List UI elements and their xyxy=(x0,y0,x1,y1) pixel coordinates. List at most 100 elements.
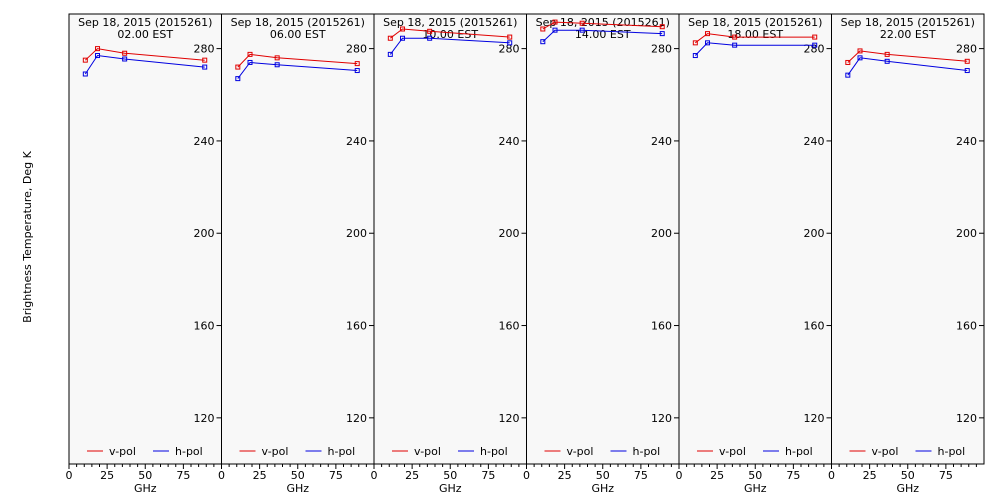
y-tick-label: 200 xyxy=(346,227,367,240)
y-tick-label: 240 xyxy=(346,135,367,148)
h-pol-line xyxy=(237,61,358,79)
h-pol-point xyxy=(507,40,513,46)
y-tick-label: 240 xyxy=(499,135,520,148)
h-pol-point xyxy=(82,71,88,77)
plot-frame xyxy=(526,13,680,465)
v-pol-line xyxy=(389,28,510,39)
panels-group: 120 160 200 240 280 0 25 50 75 GHz Sep 18, 2015 (2… xyxy=(66,13,985,495)
h-pol-point xyxy=(247,59,253,65)
h-pol-point xyxy=(400,35,406,41)
h-pol-line xyxy=(694,42,815,56)
legend-v-pol-label: v-pol xyxy=(719,445,746,458)
x-axis-label: GHz xyxy=(896,482,919,495)
legend-v-pol-label: v-pol xyxy=(109,445,136,458)
y-tick-label: 160 xyxy=(499,320,520,333)
y-tick-label: 200 xyxy=(804,227,825,240)
y-tick-label: 280 xyxy=(804,43,825,56)
x-tick-label: 25 xyxy=(558,469,572,482)
legend-v-pol-label: v-pol xyxy=(414,445,441,458)
panel-subtitle: 18.00 EST xyxy=(727,28,783,41)
h-pol-point xyxy=(884,58,890,64)
x-tick-label: 50 xyxy=(443,469,457,482)
v-pol-line xyxy=(237,53,358,68)
y-tick-label: 200 xyxy=(499,227,520,240)
v-pol-point xyxy=(82,57,88,63)
v-pol-point xyxy=(552,19,558,25)
panel-title: Sep 18, 2015 (2015261) xyxy=(231,16,365,29)
h-pol-line xyxy=(847,57,968,76)
y-tick-label: 160 xyxy=(804,320,825,333)
x-tick-label: 0 xyxy=(828,469,835,482)
h-pol-point xyxy=(427,35,433,41)
y-tick-label: 280 xyxy=(651,43,672,56)
legend-v-pol-label: v-pol xyxy=(567,445,594,458)
h-pol-point xyxy=(845,72,851,78)
v-pol-point xyxy=(845,59,851,65)
v-pol-point xyxy=(659,24,665,30)
legend-h-pol-label: h-pol xyxy=(785,445,813,458)
x-tick-label: 50 xyxy=(291,469,305,482)
v-pol-point xyxy=(354,61,360,67)
v-pol-line xyxy=(542,21,663,30)
h-pol-line xyxy=(84,54,205,75)
v-pol-point xyxy=(705,31,711,37)
legend-h-pol-label: h-pol xyxy=(633,445,661,458)
v-pol-point xyxy=(884,51,890,57)
plot-frame xyxy=(678,13,832,465)
h-pol-point xyxy=(122,56,128,62)
y-tick-label: 240 xyxy=(956,135,977,148)
x-axis-label: GHz xyxy=(744,482,767,495)
y-tick-label: 200 xyxy=(194,227,215,240)
x-tick-label: 75 xyxy=(176,469,190,482)
v-pol-point xyxy=(95,46,101,52)
y-axis-label: Brightness Temperature, Deg K xyxy=(21,150,34,322)
h-pol-point xyxy=(579,27,585,33)
v-pol-point xyxy=(387,35,393,41)
h-pol-point xyxy=(387,51,393,57)
v-pol-point xyxy=(274,55,280,61)
h-pol-point xyxy=(202,64,208,70)
x-tick-label: 0 xyxy=(371,469,378,482)
x-tick-label: 25 xyxy=(100,469,114,482)
x-tick-label: 0 xyxy=(218,469,225,482)
y-tick-label: 240 xyxy=(194,135,215,148)
y-tick-label: 280 xyxy=(956,43,977,56)
panel-subtitle: 10.00 EST xyxy=(422,28,478,41)
chart-panel-5: 120 160 200 240 280 0 25 50 75 GHz Sep 18, 2015 (2… xyxy=(676,13,832,495)
y-tick-label: 120 xyxy=(651,412,672,425)
x-tick-label: 75 xyxy=(939,469,953,482)
panel-subtitle: 02.00 EST xyxy=(117,28,173,41)
x-tick-label: 75 xyxy=(329,469,343,482)
h-pol-point xyxy=(274,62,280,68)
legend-v-pol-label: v-pol xyxy=(262,445,289,458)
v-pol-point xyxy=(964,58,970,64)
v-pol-point xyxy=(692,40,698,46)
v-pol-line xyxy=(847,50,968,63)
v-pol-point xyxy=(202,57,208,63)
v-pol-point xyxy=(235,64,241,70)
v-pol-point xyxy=(122,50,128,56)
y-tick-label: 240 xyxy=(651,135,672,148)
x-tick-label: 25 xyxy=(710,469,724,482)
h-pol-point xyxy=(659,31,665,37)
v-pol-point xyxy=(400,26,406,32)
x-tick-label: 25 xyxy=(253,469,267,482)
chart-panel-6: 120 160 200 240 280 0 25 50 75 GHz Sep 18, 2015 (2… xyxy=(828,13,985,495)
panel-title: Sep 18, 2015 (2015261) xyxy=(383,16,517,29)
v-pol-point xyxy=(857,48,863,54)
panel-title: Sep 18, 2015 (2015261) xyxy=(688,16,822,29)
legend-h-pol-label: h-pol xyxy=(175,445,203,458)
h-pol-point xyxy=(812,42,818,48)
h-pol-point xyxy=(354,68,360,74)
h-pol-point xyxy=(692,53,698,59)
x-axis-label: GHz xyxy=(591,482,614,495)
v-pol-line xyxy=(694,33,815,44)
x-tick-label: 0 xyxy=(66,469,73,482)
chart-panel-2: 120 160 200 240 280 0 25 50 75 GHz Sep 18, 2015 (2… xyxy=(218,13,375,495)
v-pol-point xyxy=(812,34,818,40)
y-tick-label: 200 xyxy=(956,227,977,240)
y-tick-label: 160 xyxy=(194,320,215,333)
y-tick-label: 200 xyxy=(651,227,672,240)
